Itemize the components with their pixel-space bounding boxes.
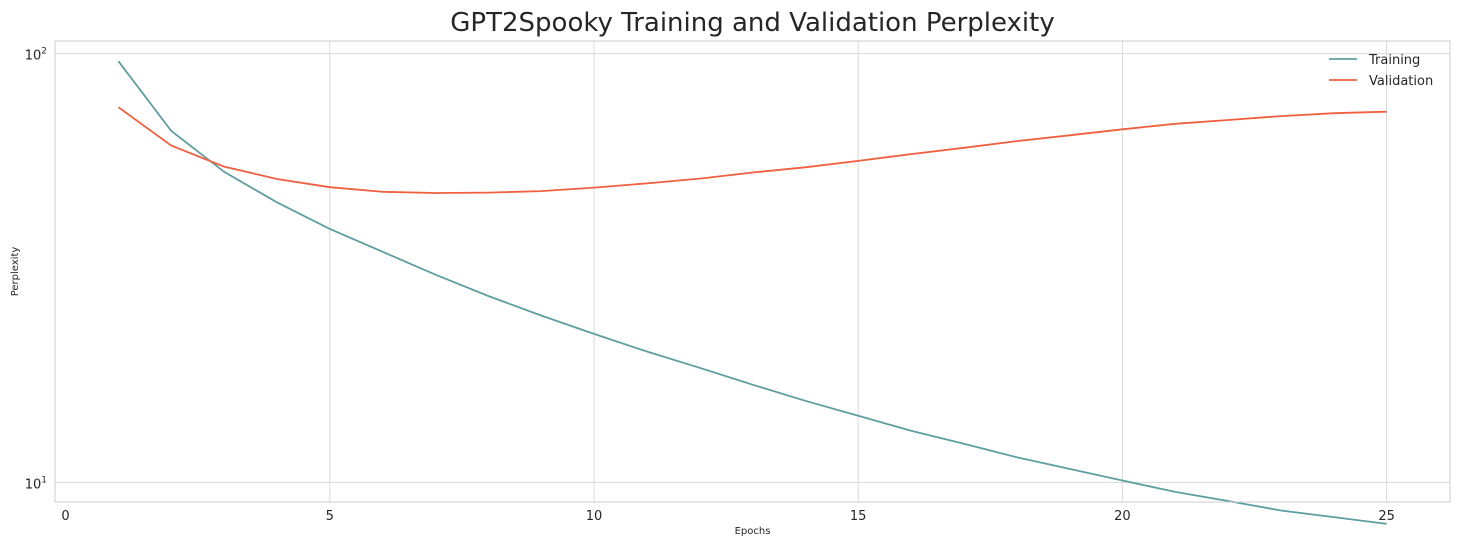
x-tick-label: 0 [61,509,69,524]
legend: Training Validation [1329,53,1433,89]
x-tick-label: 20 [1114,509,1131,524]
plot-frame [54,40,1451,503]
y-tick-label: 102 [25,47,47,64]
tick-labels: 0 5 10 15 20 25 101 102 [25,47,1395,524]
series-line-training [117,60,1387,525]
series-line-validation [117,106,1387,194]
grid [55,41,1450,502]
x-tick-label: 15 [850,509,867,524]
x-tick-label: 5 [326,509,334,524]
legend-item-validation: Validation [1329,74,1433,89]
series-layer [117,60,1387,525]
x-tick-label: 25 [1378,509,1395,524]
chart-title: GPT2Spooky Training and Validation Perpl… [450,8,1054,38]
x-tick-label: 10 [586,509,603,524]
x-axis-label: Epochs [735,526,771,537]
y-tick-label: 101 [25,475,47,492]
legend-label: Training [1368,53,1420,68]
legend-item-training: Training [1329,53,1420,68]
legend-label: Validation [1369,74,1433,89]
y-axis-label: Perplexity [10,247,21,297]
